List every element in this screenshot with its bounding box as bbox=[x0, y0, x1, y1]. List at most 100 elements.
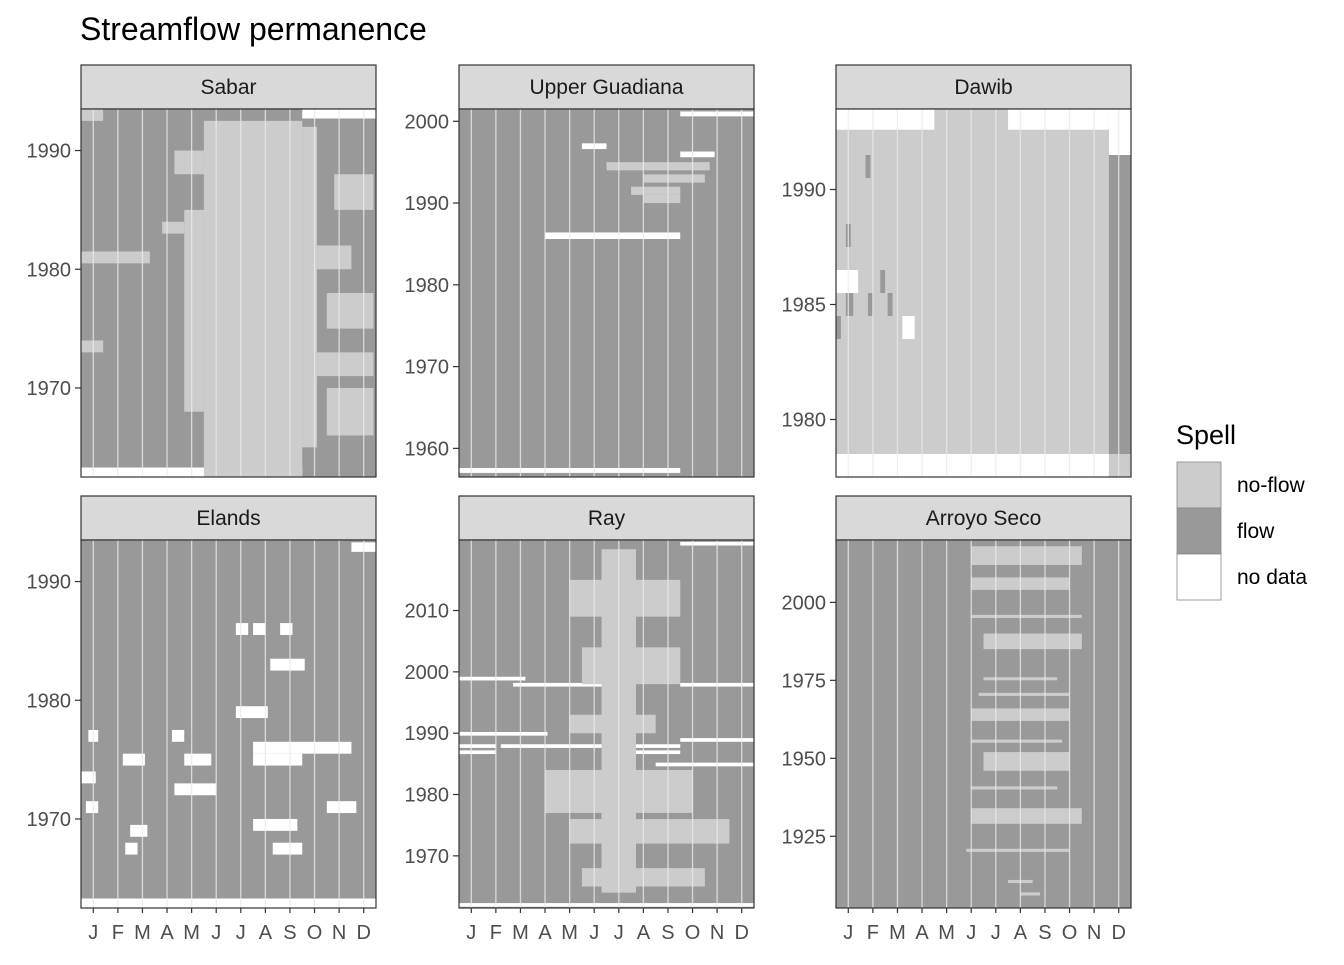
strip-label-sabar: Sabar bbox=[200, 76, 256, 99]
x-tick-label: A bbox=[259, 922, 273, 944]
strip-ray bbox=[458, 495, 755, 541]
x-tick-label: S bbox=[283, 922, 296, 944]
spell-block-elands-20 bbox=[171, 729, 185, 742]
spell-block-dawib-2 bbox=[836, 109, 935, 130]
x-tick-label: S bbox=[661, 922, 674, 944]
spell-block-ray-10 bbox=[631, 750, 681, 755]
legend: Spell no-flow flow no data bbox=[1176, 420, 1307, 601]
spell-block-dawib-5 bbox=[836, 270, 859, 293]
spell-block-dawib-11 bbox=[865, 155, 871, 178]
spell-block-elands-15 bbox=[122, 753, 145, 766]
y-tick-label: 1975 bbox=[782, 670, 827, 692]
facet-panels: Sabar 1970 1980 1990 Upper Guadiana 1960 1970 1… bbox=[27, 64, 1132, 944]
spell-block-sabar-1 bbox=[203, 120, 303, 477]
strip-label-upper-guadiana: Upper Guadiana bbox=[529, 76, 683, 99]
y-tick-label: 1950 bbox=[782, 748, 827, 770]
spell-block-dawib-1 bbox=[836, 454, 1109, 477]
x-tick-label: D bbox=[356, 922, 370, 944]
y-tick-label: 1970 bbox=[405, 357, 450, 379]
spell-block-sabar-12 bbox=[174, 150, 204, 175]
spell-block-arroyo-seco-5 bbox=[971, 808, 1082, 824]
chart-title: Streamflow permanence bbox=[80, 11, 427, 47]
x-tick-label: O bbox=[307, 922, 323, 944]
spell-block-sabar-10 bbox=[81, 340, 104, 353]
y-tick-label: 1990 bbox=[405, 193, 450, 215]
spell-block-ray-11 bbox=[655, 762, 754, 767]
spell-block-elands-8 bbox=[280, 623, 293, 635]
x-tick-label: J bbox=[966, 922, 976, 944]
spell-block-elands-6 bbox=[235, 623, 249, 635]
spell-block-dawib-6 bbox=[902, 316, 915, 339]
panel-body-ray bbox=[459, 540, 754, 908]
spell-block-elands-0 bbox=[81, 898, 376, 908]
legend-key-no-flow bbox=[1176, 461, 1222, 509]
spell-block-arroyo-seco-11 bbox=[971, 614, 1082, 618]
x-tick-label: J bbox=[589, 922, 599, 944]
spell-block-ray-0 bbox=[459, 903, 754, 907]
x-tick-label: D bbox=[734, 922, 748, 944]
spell-block-ray-7 bbox=[459, 744, 496, 748]
legend-label-no-data: no data bbox=[1237, 566, 1307, 589]
spell-block-sabar-11 bbox=[162, 221, 185, 234]
x-tick-label: F bbox=[867, 922, 879, 944]
x-tick-label: F bbox=[112, 922, 124, 944]
spell-block-arroyo-seco-7 bbox=[978, 692, 1070, 696]
legend-key-no-data bbox=[1176, 553, 1222, 601]
facet-dawib: Dawib 1980 1985 1990 bbox=[782, 64, 1132, 478]
x-tick-label: J bbox=[88, 922, 98, 944]
legend-title: Spell bbox=[1176, 420, 1236, 450]
panel-border-dawib bbox=[835, 108, 1132, 478]
x-tick-label: J bbox=[211, 922, 221, 944]
y-tick-label: 2000 bbox=[405, 111, 450, 133]
spell-block-ray-5 bbox=[459, 731, 548, 736]
spell-block-upper-guadiana-1 bbox=[545, 232, 681, 240]
spell-block-arroyo-seco-4 bbox=[983, 752, 1070, 771]
spell-block-elands-18 bbox=[85, 801, 99, 814]
spell-block-arroyo-seco-0 bbox=[971, 546, 1082, 565]
y-tick-label: 1980 bbox=[27, 690, 72, 712]
panel-border-elands bbox=[80, 539, 377, 909]
spell-block-elands-5 bbox=[235, 706, 268, 719]
x-tick-label: M bbox=[183, 922, 200, 944]
strip-arroyo-seco bbox=[835, 495, 1132, 541]
spell-block-ray-8 bbox=[500, 744, 681, 748]
spell-block-upper-guadiana-7 bbox=[631, 186, 681, 195]
legend-key-flow bbox=[1176, 507, 1222, 555]
x-tick-label: N bbox=[710, 922, 724, 944]
panel-body-arroyo-seco bbox=[836, 540, 1131, 908]
strip-sabar bbox=[80, 64, 377, 110]
spell-block-upper-guadiana-6 bbox=[643, 174, 705, 183]
spell-block-dawib-9 bbox=[887, 293, 893, 316]
x-tick-label: M bbox=[512, 922, 529, 944]
facet-sabar: Sabar 1970 1980 1990 bbox=[27, 64, 377, 478]
spell-block-upper-guadiana-3 bbox=[680, 151, 715, 158]
y-tick-label: 1960 bbox=[405, 438, 450, 460]
spell-block-arroyo-seco-8 bbox=[971, 739, 1063, 743]
x-tick-label: A bbox=[915, 922, 929, 944]
spell-block-elands-10 bbox=[326, 801, 357, 814]
panel-base-arroyo-seco bbox=[836, 540, 1131, 908]
y-tick-label: 1990 bbox=[27, 572, 72, 594]
spell-block-dawib-4 bbox=[1108, 109, 1131, 155]
x-tick-label: F bbox=[490, 922, 502, 944]
spell-block-dawib-0 bbox=[1108, 129, 1131, 454]
x-tick-label: M bbox=[938, 922, 955, 944]
spell-block-sabar-6 bbox=[309, 245, 352, 270]
spell-block-arroyo-seco-2 bbox=[983, 633, 1082, 650]
x-tick-label: J bbox=[614, 922, 624, 944]
x-tick-label: J bbox=[843, 922, 853, 944]
spell-block-elands-12 bbox=[272, 842, 303, 855]
panel-border-sabar bbox=[80, 108, 377, 478]
spell-block-upper-guadiana-5 bbox=[606, 162, 710, 171]
spell-block-elands-9 bbox=[270, 658, 305, 671]
x-tick-label: A bbox=[160, 922, 174, 944]
x-tick-label: S bbox=[1038, 922, 1051, 944]
y-tick-label: 2000 bbox=[405, 662, 450, 684]
panel-body-sabar bbox=[81, 109, 376, 477]
spell-block-ray-9 bbox=[459, 750, 496, 755]
x-tick-label: J bbox=[236, 922, 246, 944]
y-tick-label: 1970 bbox=[405, 846, 450, 868]
y-tick-label: 2010 bbox=[405, 601, 450, 623]
panel-body-upper-guadiana bbox=[459, 109, 754, 477]
